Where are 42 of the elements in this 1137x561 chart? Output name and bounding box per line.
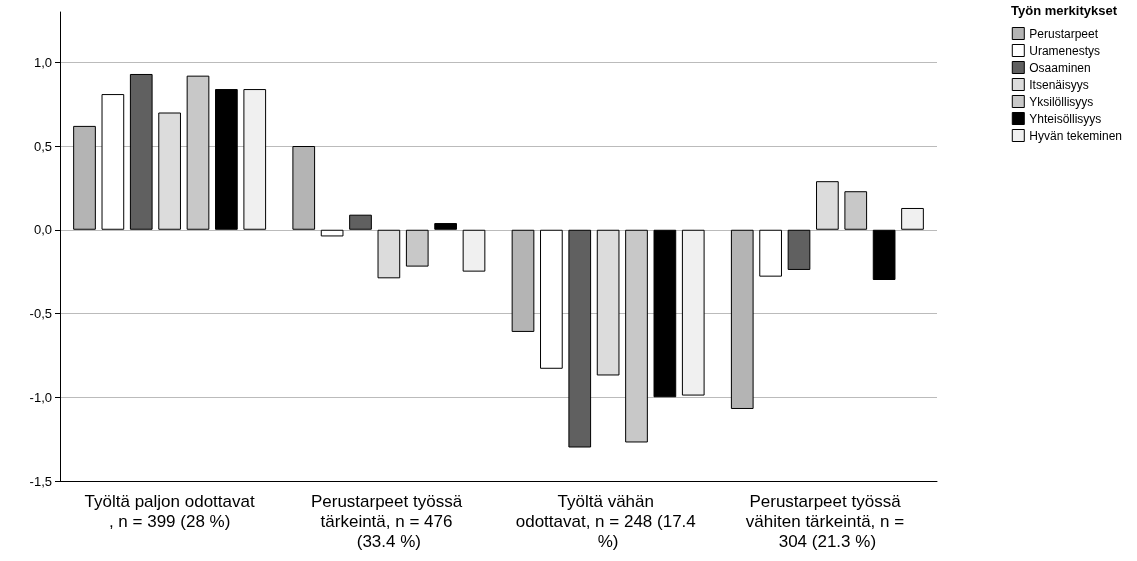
legend-label: Yksilöllisyys xyxy=(1029,94,1094,109)
bar xyxy=(377,229,401,279)
bar xyxy=(101,94,125,230)
bar xyxy=(872,229,896,280)
bar xyxy=(596,229,620,376)
bar xyxy=(540,229,563,369)
bar xyxy=(129,73,153,230)
x-tick-label: Työltä vähän odottavat, n = 248 (17.4 %) xyxy=(515,491,701,551)
bar xyxy=(243,89,267,230)
bar xyxy=(215,89,238,230)
bar xyxy=(434,223,457,230)
y-tick-label: -1,5 xyxy=(29,473,52,489)
bar xyxy=(405,229,429,267)
y-tick-label: -0,5 xyxy=(29,306,52,321)
bar xyxy=(568,229,592,448)
y-tick-label: 0,5 xyxy=(33,138,52,154)
legend-label: Perustarpeet xyxy=(1029,26,1099,41)
bar xyxy=(320,229,344,237)
bar xyxy=(625,229,648,443)
x-tick-label: Perustarpeet työssä vähiten tärkeintä, n = 304 (21.3 %) xyxy=(745,491,909,551)
legend-title: Työn merkitykset xyxy=(1011,3,1118,18)
bar xyxy=(462,229,486,272)
bar xyxy=(349,214,372,230)
bar xyxy=(901,207,924,230)
x-tick-label: Perustarpeet työssä tärkeintä, n = 476 (33.4 %) xyxy=(310,491,467,551)
bar xyxy=(186,75,210,230)
legend-label: Hyvän tekeminen xyxy=(1029,128,1123,143)
y-tick-label: 0,0 xyxy=(33,222,52,238)
legend-label: Itsenäisyys xyxy=(1029,77,1089,92)
bar xyxy=(844,191,868,230)
x-tick-label: Työltä paljon odottavat, n = 399 (28 %) xyxy=(84,491,255,531)
bar xyxy=(759,229,782,277)
legend-label: Osaaminen xyxy=(1029,60,1091,75)
bar xyxy=(158,112,181,230)
bar xyxy=(653,229,677,398)
legend-label: Uramenestys xyxy=(1029,43,1100,58)
y-tick-label: -1,0 xyxy=(29,389,52,405)
bar xyxy=(816,181,839,230)
legend-label: Yhteisöllisyys xyxy=(1029,111,1102,126)
y-tick-label: 1,0 xyxy=(33,54,52,70)
bar xyxy=(681,229,705,396)
bar xyxy=(787,229,811,270)
